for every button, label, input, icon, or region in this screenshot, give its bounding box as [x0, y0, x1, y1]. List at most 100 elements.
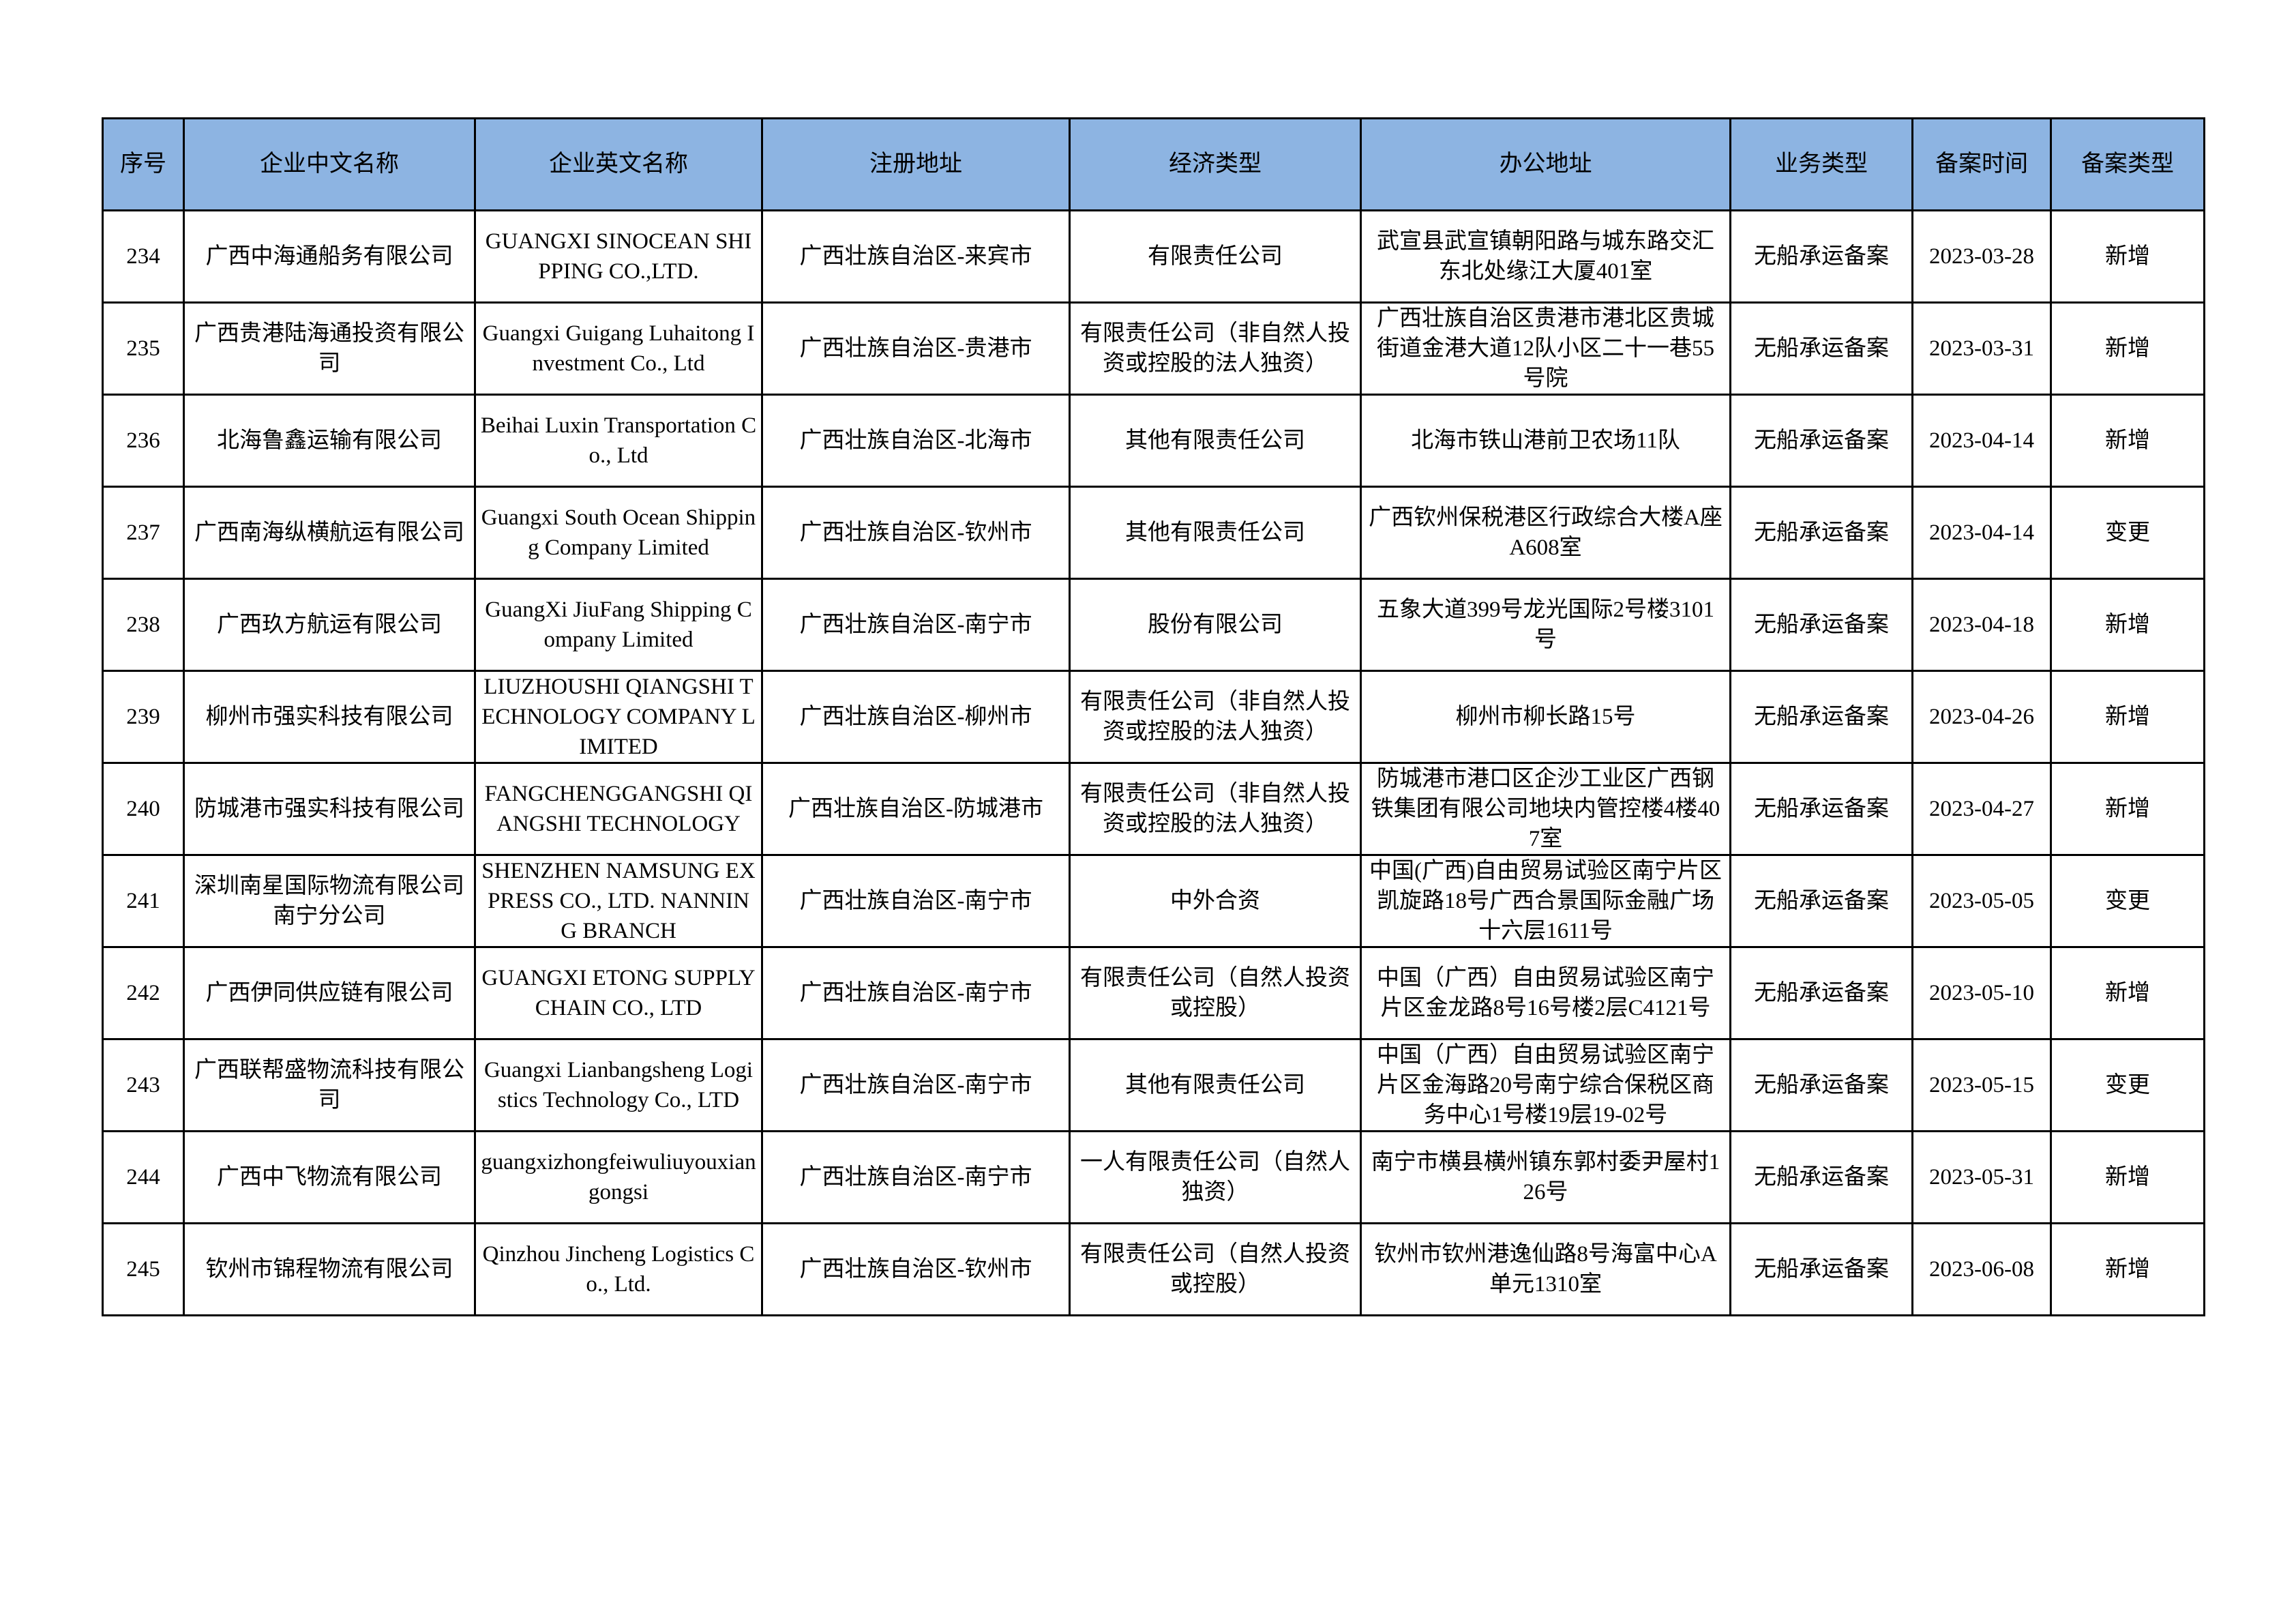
cell-seq: 237 [102, 486, 185, 580]
cell-filing-type: 新增 [2050, 762, 2205, 856]
cell-econ-type: 有限责任公司 [1069, 209, 1362, 304]
cell-filing-date: 2023-06-08 [1911, 1222, 2052, 1316]
cell-cn-name: 北海鲁鑫运输有限公司 [183, 394, 476, 488]
cell-en-name: Guangxi Lianbangsheng Logistics Technolo… [474, 1038, 763, 1132]
cell-filing-type: 变更 [2050, 1038, 2205, 1132]
cell-filing-date: 2023-03-31 [1911, 301, 2052, 396]
cell-cn-name: 防城港市强实科技有限公司 [183, 762, 476, 856]
cell-econ-type: 其他有限责任公司 [1069, 1038, 1362, 1132]
cell-econ-type: 其他有限责任公司 [1069, 394, 1362, 488]
cell-seq: 240 [102, 762, 185, 856]
cell-seq: 236 [102, 394, 185, 488]
cell-filing-type: 新增 [2050, 946, 2205, 1040]
cell-business-type: 无船承运备案 [1729, 1038, 1913, 1132]
cell-office-address: 中国(广西)自由贸易试验区南宁片区凯旋路18号广西合景国际金融广场十六层1611… [1360, 854, 1731, 948]
cell-filing-date: 2023-04-26 [1911, 670, 2052, 764]
header-filing-date: 备案时间 [1911, 117, 2052, 211]
cell-seq: 235 [102, 301, 185, 396]
cell-reg-address: 广西壮族自治区-南宁市 [761, 1038, 1071, 1132]
cell-cn-name: 广西玖方航运有限公司 [183, 578, 476, 672]
table-row: 245 钦州市锦程物流有限公司 Qinzhou Jincheng Logistics… [102, 1222, 2205, 1316]
cell-reg-address: 广西壮族自治区-南宁市 [761, 578, 1071, 672]
cell-en-name: GuangXi JiuFang Shipping Company Limited [474, 578, 763, 672]
table-row: 234 广西中海通船务有限公司 GUANGXI SINOCEAN SHIPPING … [102, 209, 2205, 304]
cell-en-name: guangxizhongfeiwuliuyouxiangongsi [474, 1130, 763, 1224]
cell-reg-address: 广西壮族自治区-防城港市 [761, 762, 1071, 856]
cell-seq: 238 [102, 578, 185, 672]
header-en-name: 企业英文名称 [474, 117, 763, 211]
cell-seq: 243 [102, 1038, 185, 1132]
cell-filing-date: 2023-03-28 [1911, 209, 2052, 304]
header-office-address: 办公地址 [1360, 117, 1731, 211]
cell-reg-address: 广西壮族自治区-南宁市 [761, 1130, 1071, 1224]
table-row: 240 防城港市强实科技有限公司 FANGCHENGGANGSHI QIANGSHI… [102, 762, 2205, 856]
cell-cn-name: 钦州市锦程物流有限公司 [183, 1222, 476, 1316]
cell-seq: 244 [102, 1130, 185, 1224]
cell-cn-name: 广西中海通船务有限公司 [183, 209, 476, 304]
header-cn-name: 企业中文名称 [183, 117, 476, 211]
cell-en-name: FANGCHENGGANGSHI QIANGSHI TECHNOLOGY [474, 762, 763, 856]
cell-business-type: 无船承运备案 [1729, 301, 1913, 396]
cell-office-address: 防城港市港口区企沙工业区广西钢铁集团有限公司地块内管控楼4楼407室 [1360, 762, 1731, 856]
cell-en-name: GUANGXI ETONG SUPPLY CHAIN CO., LTD [474, 946, 763, 1040]
cell-reg-address: 广西壮族自治区-柳州市 [761, 670, 1071, 764]
cell-reg-address: 广西壮族自治区-钦州市 [761, 486, 1071, 580]
cell-filing-type: 新增 [2050, 670, 2205, 764]
cell-econ-type: 中外合资 [1069, 854, 1362, 948]
cell-en-name: Guangxi South Ocean Shipping Company Lim… [474, 486, 763, 580]
cell-business-type: 无船承运备案 [1729, 1130, 1913, 1224]
cell-reg-address: 广西壮族自治区-南宁市 [761, 946, 1071, 1040]
registration-table: 序号 企业中文名称 企业英文名称 注册地址 经济类型 办公地址 业务类型 备案时间 备案类型 2… [102, 117, 2205, 1316]
cell-filing-type: 新增 [2050, 394, 2205, 488]
cell-cn-name: 广西贵港陆海通投资有限公司 [183, 301, 476, 396]
cell-econ-type: 有限责任公司（非自然人投资或控股的法人独资） [1069, 301, 1362, 396]
cell-seq: 242 [102, 946, 185, 1040]
cell-cn-name: 深圳南星国际物流有限公司南宁分公司 [183, 854, 476, 948]
table-row: 238 广西玖方航运有限公司 GuangXi JiuFang Shipping Co… [102, 578, 2205, 672]
cell-en-name: SHENZHEN NAMSUNG EXPRESS CO., LTD. NANNI… [474, 854, 763, 948]
header-reg-address: 注册地址 [761, 117, 1071, 211]
cell-en-name: LIUZHOUSHI QIANGSHI TECHNOLOGY COMPANY L… [474, 670, 763, 764]
cell-cn-name: 广西伊同供应链有限公司 [183, 946, 476, 1040]
table-row: 236 北海鲁鑫运输有限公司 Beihai Luxin Transportation… [102, 394, 2205, 488]
cell-en-name: Guangxi Guigang Luhaitong Investment Co.… [474, 301, 763, 396]
cell-filing-date: 2023-05-05 [1911, 854, 2052, 948]
cell-cn-name: 广西南海纵横航运有限公司 [183, 486, 476, 580]
cell-office-address: 武宣县武宣镇朝阳路与城东路交汇东北处缘江大厦401室 [1360, 209, 1731, 304]
cell-econ-type: 有限责任公司（非自然人投资或控股的法人独资） [1069, 762, 1362, 856]
cell-seq: 234 [102, 209, 185, 304]
table-row: 235 广西贵港陆海通投资有限公司 Guangxi Guigang Luhaiton… [102, 301, 2205, 396]
cell-en-name: Beihai Luxin Transportation Co., Ltd [474, 394, 763, 488]
table-row: 241 深圳南星国际物流有限公司南宁分公司 SHENZHEN NAMSUNG EXP… [102, 854, 2205, 948]
cell-econ-type: 有限责任公司（自然人投资或控股） [1069, 946, 1362, 1040]
cell-reg-address: 广西壮族自治区-贵港市 [761, 301, 1071, 396]
cell-filing-type: 新增 [2050, 301, 2205, 396]
cell-filing-type: 新增 [2050, 209, 2205, 304]
cell-office-address: 北海市铁山港前卫农场11队 [1360, 394, 1731, 488]
cell-business-type: 无船承运备案 [1729, 578, 1913, 672]
cell-business-type: 无船承运备案 [1729, 762, 1913, 856]
header-filing-type: 备案类型 [2050, 117, 2205, 211]
table-header-row: 序号 企业中文名称 企业英文名称 注册地址 经济类型 办公地址 业务类型 备案时间 备案类型 [102, 117, 2205, 211]
cell-filing-type: 新增 [2050, 578, 2205, 672]
cell-business-type: 无船承运备案 [1729, 854, 1913, 948]
table-row: 239 柳州市强实科技有限公司 LIUZHOUSHI QIANGSHI TECHNO… [102, 670, 2205, 764]
cell-business-type: 无船承运备案 [1729, 670, 1913, 764]
cell-econ-type: 有限责任公司（自然人投资或控股） [1069, 1222, 1362, 1316]
cell-business-type: 无船承运备案 [1729, 486, 1913, 580]
cell-cn-name: 柳州市强实科技有限公司 [183, 670, 476, 764]
cell-reg-address: 广西壮族自治区-北海市 [761, 394, 1071, 488]
cell-reg-address: 广西壮族自治区-来宾市 [761, 209, 1071, 304]
cell-filing-date: 2023-04-14 [1911, 486, 2052, 580]
cell-filing-date: 2023-05-10 [1911, 946, 2052, 1040]
table-row: 244 广西中飞物流有限公司 guangxizhongfeiwuliuyouxian… [102, 1130, 2205, 1224]
cell-filing-date: 2023-04-27 [1911, 762, 2052, 856]
cell-filing-type: 新增 [2050, 1222, 2205, 1316]
cell-seq: 239 [102, 670, 185, 764]
cell-office-address: 广西钦州保税港区行政综合大楼A座A608室 [1360, 486, 1731, 580]
cell-office-address: 中国（广西）自由贸易试验区南宁片区金龙路8号16号楼2层C4121号 [1360, 946, 1731, 1040]
cell-econ-type: 一人有限责任公司（自然人独资） [1069, 1130, 1362, 1224]
table-row: 243 广西联帮盛物流科技有限公司 Guangxi Lianbangsheng Lo… [102, 1038, 2205, 1132]
cell-seq: 241 [102, 854, 185, 948]
header-seq: 序号 [102, 117, 185, 211]
